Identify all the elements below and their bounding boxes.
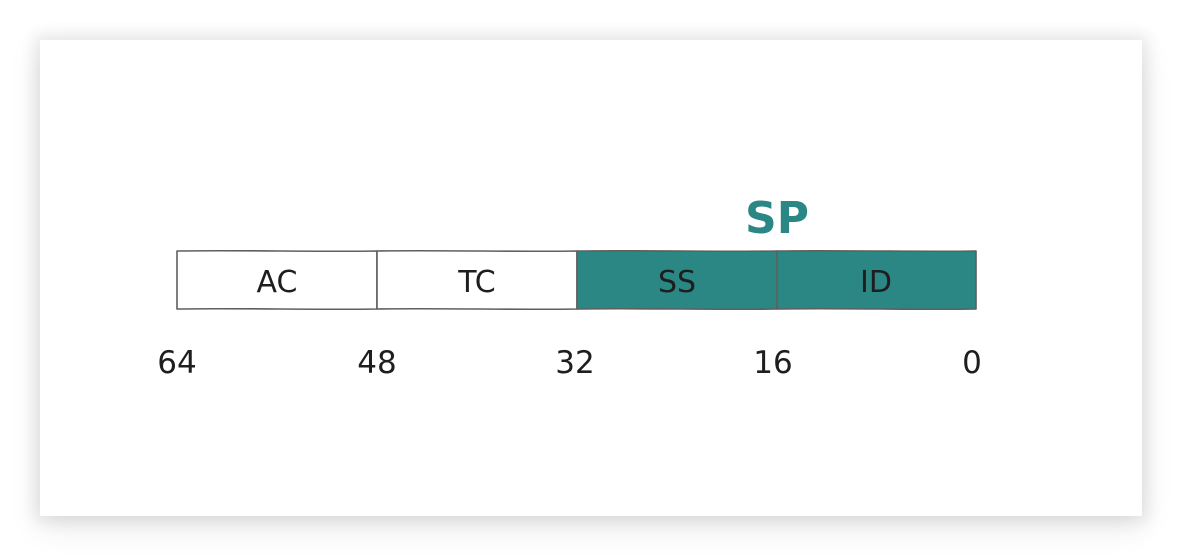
field-label-ss: SS bbox=[658, 265, 696, 300]
field-ss: SS bbox=[576, 249, 778, 311]
bit-position-32: 32 bbox=[555, 345, 594, 381]
field-label-tc: TC bbox=[457, 265, 496, 300]
group-label-sp: SP bbox=[745, 193, 809, 244]
field-ac: AC bbox=[176, 249, 378, 311]
bit-position-0: 0 bbox=[962, 345, 982, 381]
bit-position-16: 16 bbox=[753, 345, 792, 381]
field-tc: TC bbox=[376, 249, 578, 311]
bit-position-64: 64 bbox=[157, 345, 196, 381]
field-label-id: ID bbox=[860, 265, 892, 300]
field-label-ac: AC bbox=[257, 265, 298, 300]
bit-position-48: 48 bbox=[357, 345, 396, 381]
field-id: ID bbox=[776, 249, 977, 311]
